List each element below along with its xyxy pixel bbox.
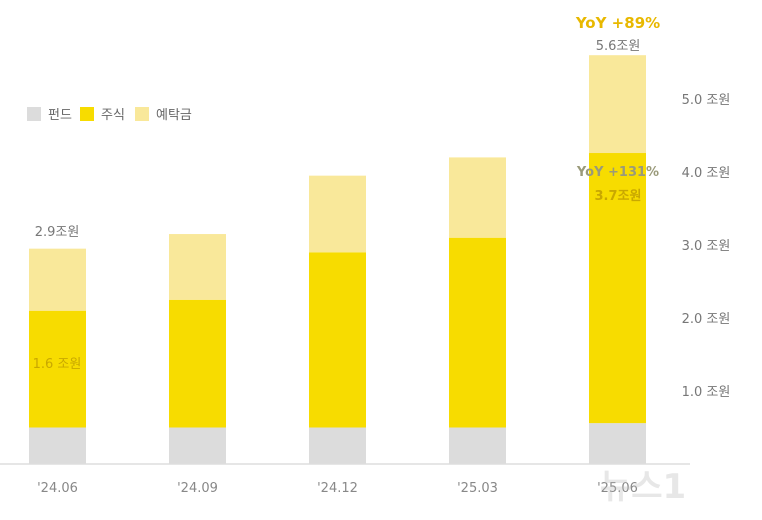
x-tick-label: '24.06 (37, 481, 78, 496)
bar-stock-0 (29, 310, 86, 428)
bar-fund-4 (589, 423, 646, 464)
x-tick-label: '25.03 (457, 481, 498, 496)
bar-stock-2 (309, 252, 366, 428)
legend: 펀드 주식 예탁금 (27, 107, 192, 123)
last-total-yoy-label: YoY +89% (575, 14, 660, 32)
legend-swatch-fund (27, 107, 41, 121)
bar-fund-1 (169, 427, 226, 464)
bar-fund-0 (29, 427, 86, 464)
x-tick-label: '24.09 (177, 481, 218, 496)
legend-swatch-stock (80, 107, 94, 121)
x-tick-label: '24.12 (317, 481, 358, 496)
y-tick-labels: 1.0 조원 2.0 조원 3.0 조원 4.0 조원 5.0 조원 (682, 93, 731, 400)
bar-fund-3 (449, 427, 506, 464)
bar-deposit-3 (449, 157, 506, 238)
bar-fund-2 (309, 427, 366, 464)
legend-swatch-deposit (135, 107, 149, 121)
y-tick-label: 4.0 조원 (682, 166, 731, 181)
first-stock-label: 1.6 조원 (33, 357, 82, 372)
x-tick-labels: '24.06 '24.09 '24.12 '25.03 '25.06 (37, 481, 638, 496)
watermark: 뉴스1 (600, 467, 686, 507)
y-tick-label: 2.0 조원 (682, 312, 731, 327)
bar-stock-4 (589, 153, 646, 424)
annotations: 2.9조원 1.6 조원 YoY +89% 5.6조원 YoY +131% 3.… (33, 14, 661, 372)
bar-deposit-2 (309, 175, 366, 253)
watermark-logo: 뉴스1 (600, 467, 686, 507)
legend-label-fund: 펀드 (48, 108, 72, 123)
bars-group (29, 55, 646, 464)
legend-label-deposit: 예탁금 (156, 108, 192, 123)
last-stock-label: 3.7조원 (595, 189, 642, 204)
y-tick-label: 3.0 조원 (682, 239, 731, 254)
y-tick-label: 5.0 조원 (682, 93, 731, 108)
last-stock-yoy-label: YoY +131% (576, 165, 659, 180)
bar-deposit-0 (29, 248, 86, 311)
first-total-label: 2.9조원 (35, 225, 80, 240)
bar-stock-3 (449, 237, 506, 428)
legend-label-stock: 주식 (101, 108, 125, 123)
bar-deposit-1 (169, 234, 226, 300)
last-total-label: 5.6조원 (596, 39, 641, 54)
bar-deposit-4 (589, 55, 646, 154)
y-tick-label: 1.0 조원 (682, 385, 731, 400)
bar-stock-1 (169, 299, 226, 428)
x-tick-label: '25.06 (597, 481, 638, 496)
